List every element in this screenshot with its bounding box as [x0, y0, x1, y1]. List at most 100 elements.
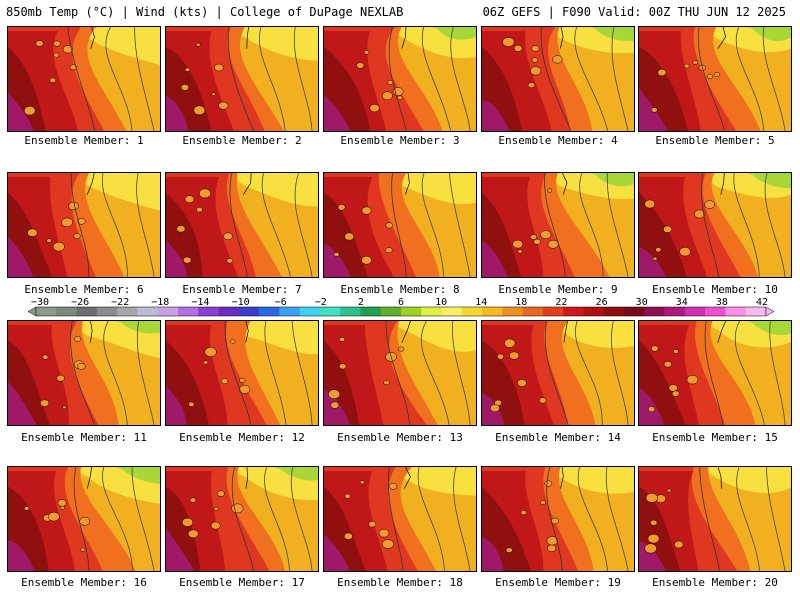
colorbar-tick-label: −14 [191, 297, 209, 308]
colorbar-swatch [745, 307, 767, 316]
ensemble-member-map [7, 26, 161, 132]
colorbar-swatch [441, 307, 463, 316]
temperature-field [482, 173, 634, 277]
colorbar-swatch [542, 307, 564, 316]
colorbar-graphic: −30 −26 −22 −18 −14 −10 −6 −2 2 6 10 14 18 22 26 30 34 38… [27, 297, 775, 317]
colorbar-tick-label: −6 [275, 297, 287, 308]
temperature-field [166, 321, 318, 425]
temperature-field [166, 173, 318, 277]
temperature-field [166, 27, 318, 131]
colorbar-swatch [482, 307, 503, 316]
colorbar-tick-label: −2 [315, 297, 327, 308]
colorbar-tick-label: 10 [435, 297, 447, 308]
colorbar-swatch [117, 307, 138, 316]
ensemble-member-map [323, 466, 477, 572]
ensemble-member-map [7, 466, 161, 572]
product-title: 850mb Temp (°C) | Wind (kts) | College o… [6, 5, 404, 19]
ensemble-member-map [165, 26, 319, 132]
colorbar-swatch [238, 307, 260, 316]
ensemble-member-map [481, 26, 635, 132]
colorbar-tick-label: 26 [596, 297, 608, 308]
temperature-field [8, 27, 160, 131]
colorbar-swatch [522, 307, 544, 316]
ensemble-member-map [638, 466, 792, 572]
map-header: 850mb Temp (°C) | Wind (kts) | College o… [0, 0, 800, 24]
colorbar-swatch [380, 307, 402, 316]
ensemble-member-map [7, 320, 161, 426]
colorbar-tick-label: −18 [151, 297, 169, 308]
ensemble-member-label: Ensemble Member: 18 [337, 576, 463, 589]
ensemble-member-label: Ensemble Member: 7 [182, 283, 302, 296]
colorbar-swatch [319, 307, 341, 316]
ensemble-member-label: Ensemble Member: 8 [340, 283, 460, 296]
colorbar-swatch [259, 307, 280, 316]
ensemble-member-label: Ensemble Member: 4 [498, 134, 618, 147]
colorbar-swatch [218, 307, 240, 316]
run-valid-time: 06Z GEFS | F090 Valid: 00Z THU JUN 12 20… [482, 5, 786, 19]
colorbar-tick-label: −10 [232, 297, 250, 308]
colorbar-low-arrow [27, 306, 37, 317]
colorbar-swatch [279, 307, 300, 316]
colorbar-swatch [502, 307, 523, 316]
ensemble-member-label: Ensemble Member: 9 [498, 283, 618, 296]
colorbar-swatch [684, 307, 706, 316]
colorbar-tick-label: 22 [555, 297, 567, 308]
temperature-field [8, 467, 160, 571]
colorbar-swatch [725, 307, 747, 316]
temperature-field [639, 467, 791, 571]
colorbar-tick-label: 14 [475, 297, 487, 308]
ensemble-member-label: Ensemble Member: 15 [652, 431, 778, 444]
ensemble-member-map [638, 320, 792, 426]
colorbar-tick-label: 38 [716, 297, 728, 308]
ensemble-member-label: Ensemble Member: 13 [337, 431, 463, 444]
temperature-field [324, 27, 476, 131]
ensemble-member-map [165, 466, 319, 572]
ensemble-member-label: Ensemble Member: 20 [652, 576, 778, 589]
colorbar-swatch [624, 307, 645, 316]
temperature-field [639, 27, 791, 131]
colorbar-swatch [76, 307, 98, 316]
colorbar-swatch [56, 307, 77, 316]
colorbar-tick-label: 2 [358, 297, 364, 308]
ensemble-member-map [638, 172, 792, 278]
colorbar-swatch [198, 307, 219, 316]
colorbar-swatch [36, 307, 57, 316]
temperature-colorbar: −30 −26 −22 −18 −14 −10 −6 −2 2 6 10 14 18 22 26 30 34 38… [0, 296, 800, 318]
ensemble-member-map [323, 320, 477, 426]
colorbar-swatch [340, 307, 361, 316]
colorbar-swatch [157, 307, 179, 316]
ensemble-member-label: Ensemble Member: 16 [21, 576, 147, 589]
ensemble-member-label: Ensemble Member: 17 [179, 576, 305, 589]
colorbar-tick-label: 18 [515, 297, 527, 308]
colorbar-swatch [137, 307, 158, 316]
ensemble-member-label: Ensemble Member: 3 [340, 134, 460, 147]
temperature-field [324, 321, 476, 425]
colorbar-swatch [177, 307, 199, 316]
ensemble-member-label: Ensemble Member: 6 [24, 283, 144, 296]
ensemble-member-label: Ensemble Member: 1 [24, 134, 144, 147]
ensemble-member-label: Ensemble Member: 10 [652, 283, 778, 296]
colorbar-tick-label: 30 [636, 297, 648, 308]
colorbar-swatch [563, 307, 584, 316]
colorbar-tick-label: −26 [71, 297, 89, 308]
temperature-field [482, 321, 634, 425]
temperature-field [8, 173, 160, 277]
colorbar-swatch [644, 307, 665, 316]
temperature-field [324, 467, 476, 571]
ensemble-member-label: Ensemble Member: 19 [495, 576, 621, 589]
temperature-field [639, 321, 791, 425]
temperature-field [482, 467, 634, 571]
colorbar-swatch [664, 307, 686, 316]
ensemble-member-map [481, 172, 635, 278]
ensemble-member-label: Ensemble Member: 14 [495, 431, 621, 444]
colorbar-tick-label: 42 [756, 297, 768, 308]
ensemble-member-map [165, 172, 319, 278]
colorbar-swatch [583, 307, 605, 316]
temperature-field [8, 321, 160, 425]
ensemble-member-map [638, 26, 792, 132]
temperature-field [639, 173, 791, 277]
temperature-field [166, 467, 318, 571]
ensemble-member-map [323, 26, 477, 132]
colorbar-swatch [461, 307, 483, 316]
ensemble-member-map [165, 320, 319, 426]
